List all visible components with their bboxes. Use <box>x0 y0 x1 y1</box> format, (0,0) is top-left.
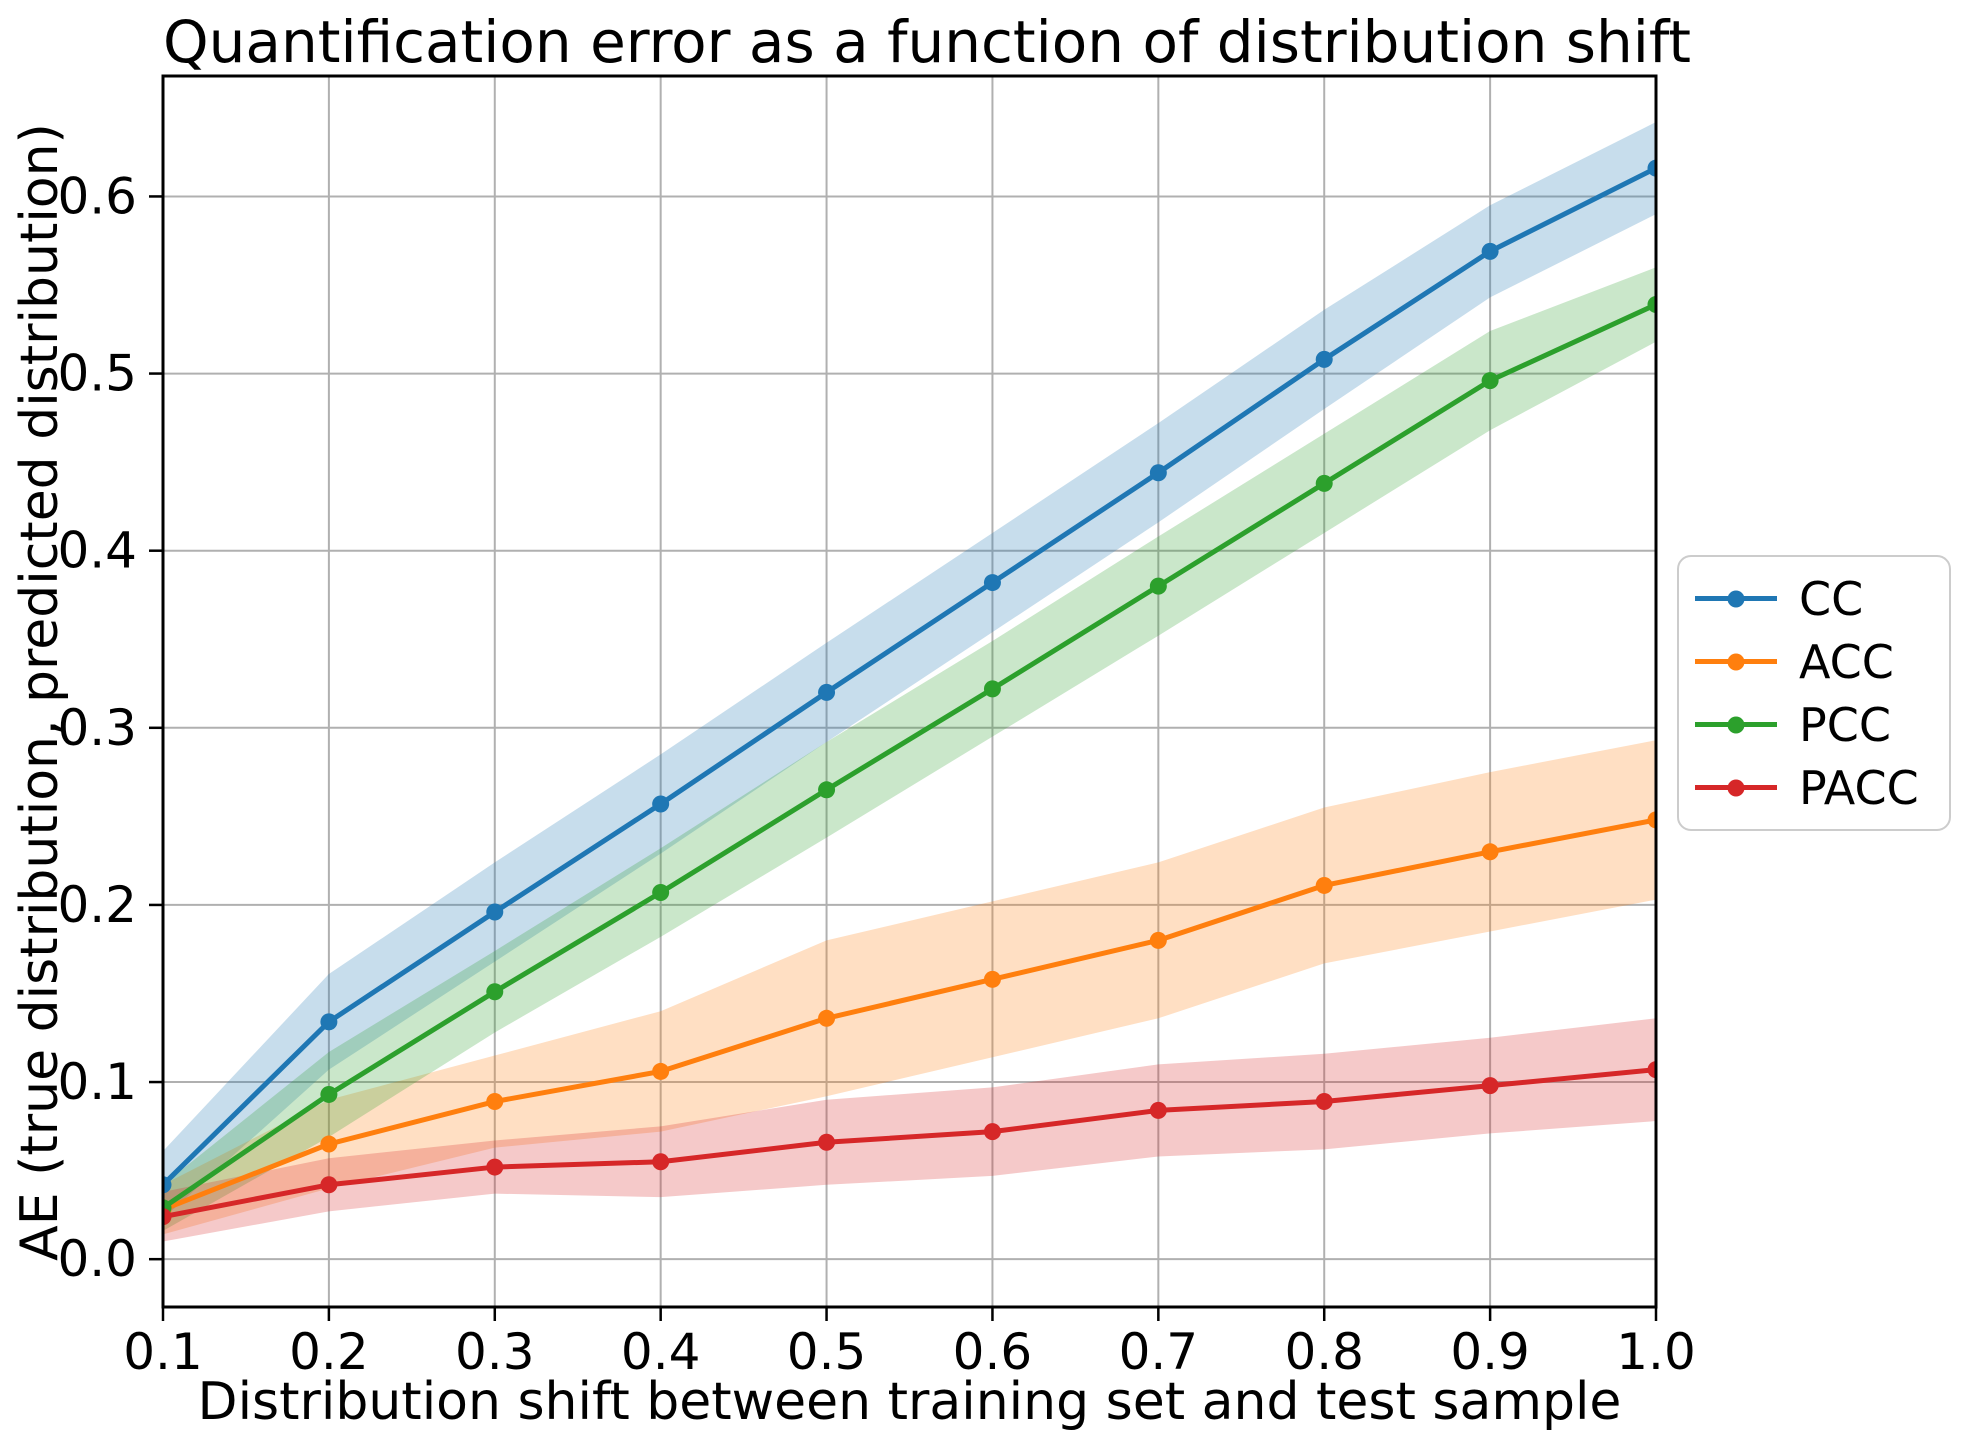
legend-label-pacc: PACC <box>1799 760 1919 815</box>
y-tick-label-0.2: 0.2 <box>57 876 137 934</box>
markers-cc <box>163 159 1656 1194</box>
x-tick-label-0.5: 0.5 <box>787 1323 867 1381</box>
series-group <box>163 122 1656 1242</box>
x-tick-label-0.2: 0.2 <box>289 1323 369 1381</box>
legend-label-pcc: PCC <box>1799 697 1891 752</box>
legend-item-pcc: PCC <box>1695 695 1949 755</box>
y-tick-label-0.4: 0.4 <box>57 522 137 580</box>
legend-label-cc: CC <box>1799 571 1864 626</box>
line-pcc <box>163 301 1656 1211</box>
x-tick-label-0.4: 0.4 <box>621 1323 701 1381</box>
chart-title: Quantification error as a function of di… <box>163 8 1691 76</box>
legend-item-cc: CC <box>1695 569 1949 629</box>
legend: CC ACC PCC PACC <box>1677 555 1951 831</box>
x-tick-label-1.0: 1.0 <box>1616 1323 1696 1381</box>
legend-item-pacc: PACC <box>1695 758 1949 818</box>
cc-line-sample-icon <box>1695 590 1777 607</box>
axes-spines <box>161 74 1658 1309</box>
band-pacc <box>163 1018 1656 1242</box>
y-axis-label: AE (true distribution, predicted distrib… <box>10 123 70 1261</box>
x-tick-label-0.9: 0.9 <box>1450 1323 1530 1381</box>
x-tick-label-0.1: 0.1 <box>123 1323 203 1381</box>
y-tick-label-0.3: 0.3 <box>57 699 137 757</box>
x-tick-label-0.7: 0.7 <box>1119 1323 1199 1381</box>
y-tick-label-0.6: 0.6 <box>57 167 137 225</box>
line-acc <box>163 817 1656 1213</box>
legend-item-acc: ACC <box>1695 632 1949 692</box>
pcc-line-sample-icon <box>1695 716 1777 733</box>
line-cc <box>163 165 1656 1188</box>
pacc-line-sample-icon <box>1695 779 1777 796</box>
legend-label-acc: ACC <box>1799 634 1894 689</box>
line-pacc <box>163 1067 1656 1220</box>
y-tick-label-0.1: 0.1 <box>57 1053 137 1111</box>
markers-pcc <box>163 295 1656 1217</box>
x-tick-label-0.3: 0.3 <box>455 1323 535 1381</box>
acc-line-sample-icon <box>1695 653 1777 670</box>
markers-pacc <box>163 1061 1656 1226</box>
x-axis-label: Distribution shift between training set … <box>197 1372 1622 1432</box>
tick-marks <box>149 195 1658 1321</box>
tick-labels: 0.1 0.2 0.3 0.4 0.5 0.6 0.7 0.8 0.9 1.0 0.0 0.1 0.2 0… <box>57 167 1695 1381</box>
x-tick-label-0.6: 0.6 <box>953 1323 1033 1381</box>
y-tick-label-0.0: 0.0 <box>57 1230 137 1288</box>
band-acc <box>163 740 1656 1235</box>
band-cc <box>163 122 1656 1219</box>
y-tick-label-0.5: 0.5 <box>57 345 137 403</box>
x-tick-label-0.8: 0.8 <box>1284 1323 1364 1381</box>
